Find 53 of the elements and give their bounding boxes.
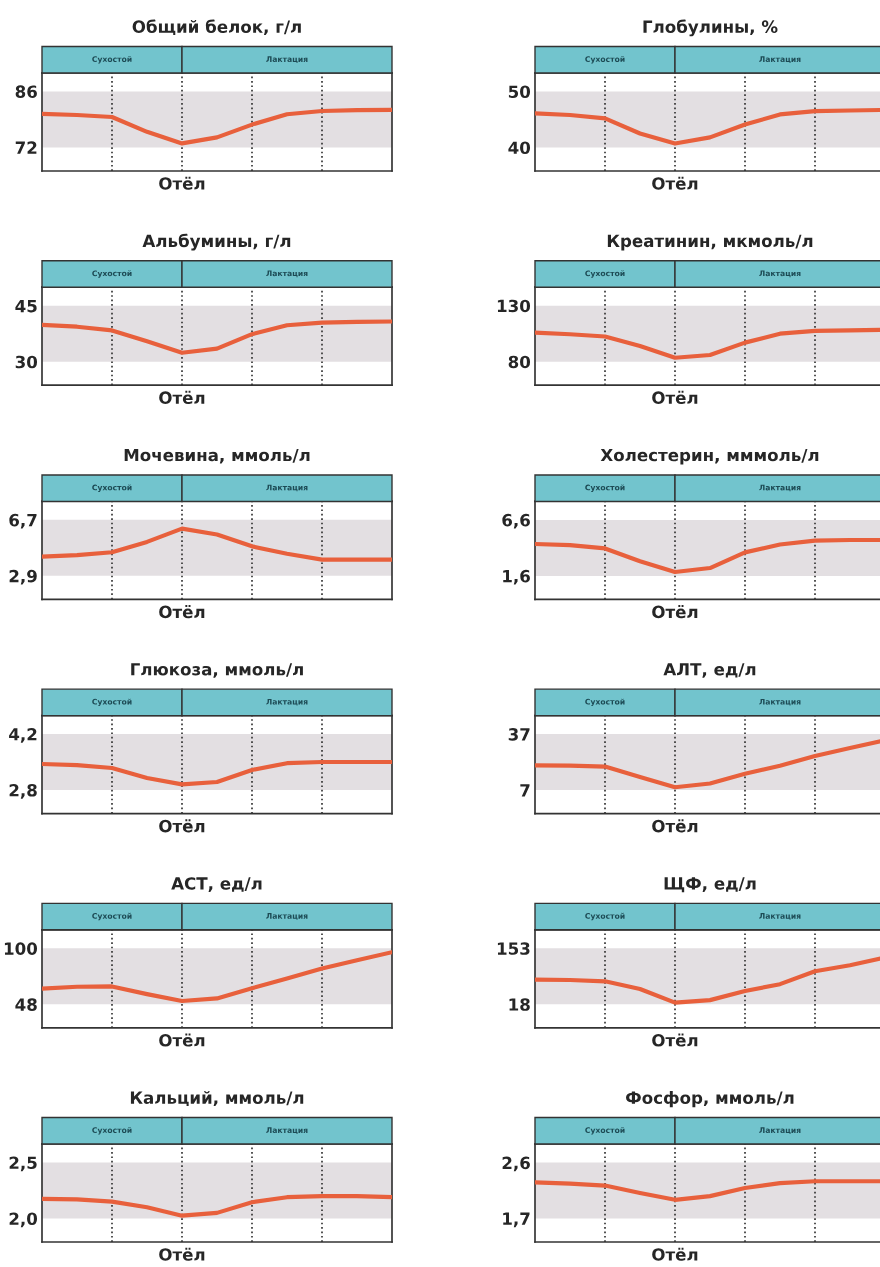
- y-tick-label: 80: [508, 355, 531, 369]
- y-tick-label: 2,9: [9, 569, 37, 585]
- y-tick-label: 4,2: [9, 727, 37, 743]
- y-tick-label: 2,8: [9, 783, 37, 799]
- y-tick-label: 86: [15, 85, 37, 98]
- chart-title: Мочевина, ммоль/л: [124, 448, 310, 464]
- y-tick-label: 6,6: [502, 513, 530, 529]
- y-tick-label: 7: [520, 784, 530, 797]
- chart-title: Альбумины, г/л: [142, 233, 291, 251]
- text: Отёл: [652, 1247, 698, 1261]
- chart-title: Глюкоза, ммоль/л: [131, 663, 303, 678]
- chart-title: ЩФ, ед/л: [664, 877, 756, 893]
- chart-title: Фосфор, ммоль/л: [626, 1091, 794, 1108]
- y-tick-label: 153: [497, 942, 530, 955]
- y-tick-label: 30: [15, 355, 38, 369]
- text: Отёл: [159, 390, 205, 404]
- text: Отёл: [159, 819, 205, 833]
- y-tick-label: 1,6: [503, 569, 530, 585]
- y-tick-label: 50: [508, 85, 531, 99]
- line-series: [42, 319, 392, 355]
- text: Отёл: [159, 176, 205, 190]
- y-tick-label: 100: [4, 942, 38, 955]
- text: Отёл: [652, 1033, 698, 1047]
- y-tick-label: 37: [508, 728, 530, 741]
- y-tick-label: 45: [15, 300, 37, 313]
- y-tick-label: 18: [509, 998, 530, 1011]
- text: Отёл: [159, 1247, 205, 1261]
- text: Отёл: [159, 1033, 205, 1047]
- line-series: [42, 759, 392, 787]
- y-tick-label: 130: [497, 299, 531, 313]
- chart-title: Кальций, ммоль/л: [130, 1090, 304, 1107]
- chart-title: Общий белок, г/л: [132, 19, 301, 36]
- y-tick-label: 2,5: [9, 1156, 37, 1172]
- y-tick-label: 2,6: [502, 1156, 530, 1172]
- text: Отёл: [652, 390, 698, 404]
- text: Отёл: [159, 605, 205, 619]
- y-tick-label: 48: [15, 998, 37, 1011]
- chart-title: АЛТ, ед/л: [663, 663, 756, 678]
- chart-title: Креатинин, мкмоль/л: [607, 234, 813, 251]
- text: Отёл: [652, 176, 698, 190]
- y-tick-label: 6,7: [9, 513, 37, 529]
- y-tick-label: 72: [15, 141, 37, 154]
- text: Отёл: [652, 605, 698, 619]
- line-series: [42, 1193, 392, 1218]
- y-tick-label: 40: [508, 141, 531, 155]
- chart-title: Глобулины, %: [643, 19, 778, 37]
- y-tick-label: 2,0: [9, 1212, 38, 1228]
- chart-title: АСТ, ед/л: [171, 877, 262, 892]
- line-series: [42, 107, 392, 146]
- text: Отёл: [652, 819, 698, 833]
- chart-title: Холестерин, мммоль/л: [600, 448, 819, 465]
- y-tick-label: 1,7: [503, 1212, 530, 1228]
- line-series: [42, 526, 392, 562]
